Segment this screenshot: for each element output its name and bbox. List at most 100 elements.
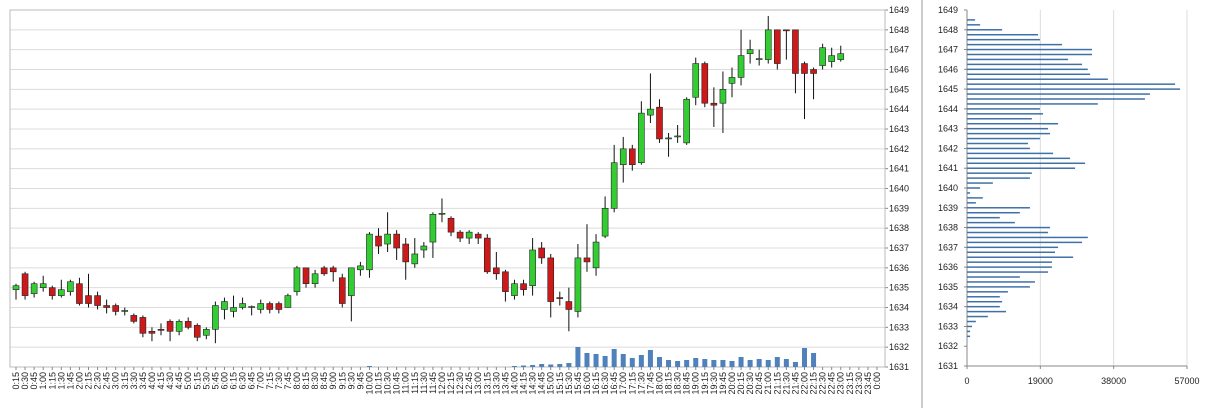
y-tick-label: 1645 <box>938 84 958 94</box>
x-tick-label: 11:15 <box>410 372 420 394</box>
profile-bar <box>967 88 1181 90</box>
volume-bar <box>756 359 762 367</box>
profile-bar <box>967 271 1049 273</box>
profile-bar <box>967 24 981 26</box>
y-tick-label: 1638 <box>938 223 958 233</box>
x-tick-label: 18:15 <box>664 372 674 395</box>
candle-body <box>429 213 437 243</box>
candle-body <box>67 281 74 292</box>
candle-body <box>746 49 754 54</box>
x-tick-label: 38000 <box>1101 376 1126 386</box>
volume-bar <box>584 353 590 367</box>
x-tick-label: 8:15 <box>301 372 311 390</box>
candle-body <box>248 306 255 308</box>
candle-body <box>384 233 391 245</box>
profile-bar <box>967 93 1150 95</box>
y-tick-label: 1633 <box>938 321 958 331</box>
x-tick-label: 0:00 <box>872 372 882 390</box>
x-tick-label: 17:30 <box>636 372 646 395</box>
volume-bar <box>774 357 780 367</box>
x-tick-label: 19:30 <box>709 372 719 395</box>
x-tick-label: 18:45 <box>682 372 692 395</box>
y-tick-label: 1642 <box>938 143 958 153</box>
y-tick-label: 1639 <box>938 203 958 213</box>
x-tick-label: 21:00 <box>763 372 773 395</box>
candle-body <box>547 257 555 302</box>
profile-bar <box>967 48 1093 51</box>
profile-bar <box>967 58 1069 61</box>
y-tick-label: 1636 <box>889 263 909 273</box>
profile-bar <box>967 276 1020 278</box>
x-tick-label: 20:30 <box>745 372 755 395</box>
x-tick-label: 0:15 <box>11 372 21 390</box>
profile-bar <box>967 207 1030 209</box>
volume-bar <box>530 365 536 367</box>
x-tick-label: 12:45 <box>464 372 474 395</box>
candle-body <box>792 29 799 74</box>
profile-bar <box>967 315 988 318</box>
x-tick-label: 15:30 <box>564 372 574 395</box>
profile-bar <box>967 325 973 328</box>
y-tick-label: 1644 <box>938 104 958 114</box>
candle-body <box>764 29 772 60</box>
candle-body <box>493 267 500 275</box>
y-tick-label: 1647 <box>938 45 958 55</box>
profile-bar <box>967 68 1088 71</box>
y-tick-label: 1646 <box>938 64 958 74</box>
volume-bar <box>783 359 789 367</box>
candle-body <box>221 301 228 310</box>
y-tick-label: 1640 <box>889 184 909 194</box>
x-tick-label: 14:00 <box>509 372 519 395</box>
x-tick-label: 2:15 <box>84 372 94 390</box>
profile-bar <box>967 192 971 194</box>
profile-bar <box>967 320 976 323</box>
profile-bar <box>967 73 1091 76</box>
volume-bar <box>575 347 581 367</box>
candle-body <box>411 253 419 265</box>
candle-body <box>565 301 573 310</box>
x-tick-label: 17:00 <box>618 372 628 395</box>
volume-bar <box>684 360 690 367</box>
candle-body <box>647 108 654 116</box>
x-tick-label: 11:45 <box>428 372 438 394</box>
volume-bar <box>511 366 517 367</box>
x-tick-label: 11:00 <box>401 372 411 394</box>
x-tick-label: 6:30 <box>238 372 248 390</box>
candle-body <box>438 212 446 215</box>
volume-bar <box>557 364 563 367</box>
candle-body <box>583 257 591 263</box>
profile-bar <box>967 38 1040 41</box>
candle-body <box>293 267 301 292</box>
profile-bar <box>967 246 1059 249</box>
candle-body <box>783 29 790 32</box>
profile-bar <box>967 286 1030 288</box>
profile-bar <box>967 330 971 333</box>
x-tick-label: 19:45 <box>718 372 728 395</box>
profile-bar <box>967 231 1049 234</box>
candle-body <box>819 47 826 66</box>
profile-bar <box>967 127 1049 130</box>
profile-bar <box>967 152 1054 155</box>
candle-body <box>148 330 156 334</box>
x-tick-label: 2:30 <box>93 372 103 390</box>
candle-body <box>239 303 246 308</box>
candle-body <box>619 148 627 165</box>
x-tick-label: 22:00 <box>799 372 809 395</box>
x-tick-label: 6:00 <box>219 372 229 390</box>
candle-body <box>574 257 582 312</box>
profile-bar <box>967 63 1083 66</box>
x-tick-label: 3:15 <box>120 372 130 390</box>
profile-bar <box>967 157 1071 160</box>
y-tick-label: 1641 <box>938 163 958 173</box>
candle-body <box>837 53 845 60</box>
profile-bar <box>967 19 976 21</box>
x-tick-label: 21:45 <box>790 372 800 395</box>
x-tick-label: 12:30 <box>455 372 465 395</box>
candle-body <box>592 241 600 269</box>
x-tick-label: 20:00 <box>727 372 737 395</box>
candle-body <box>375 235 382 247</box>
y-tick-label: 1647 <box>889 45 909 55</box>
x-tick-label: 23:15 <box>845 372 855 395</box>
